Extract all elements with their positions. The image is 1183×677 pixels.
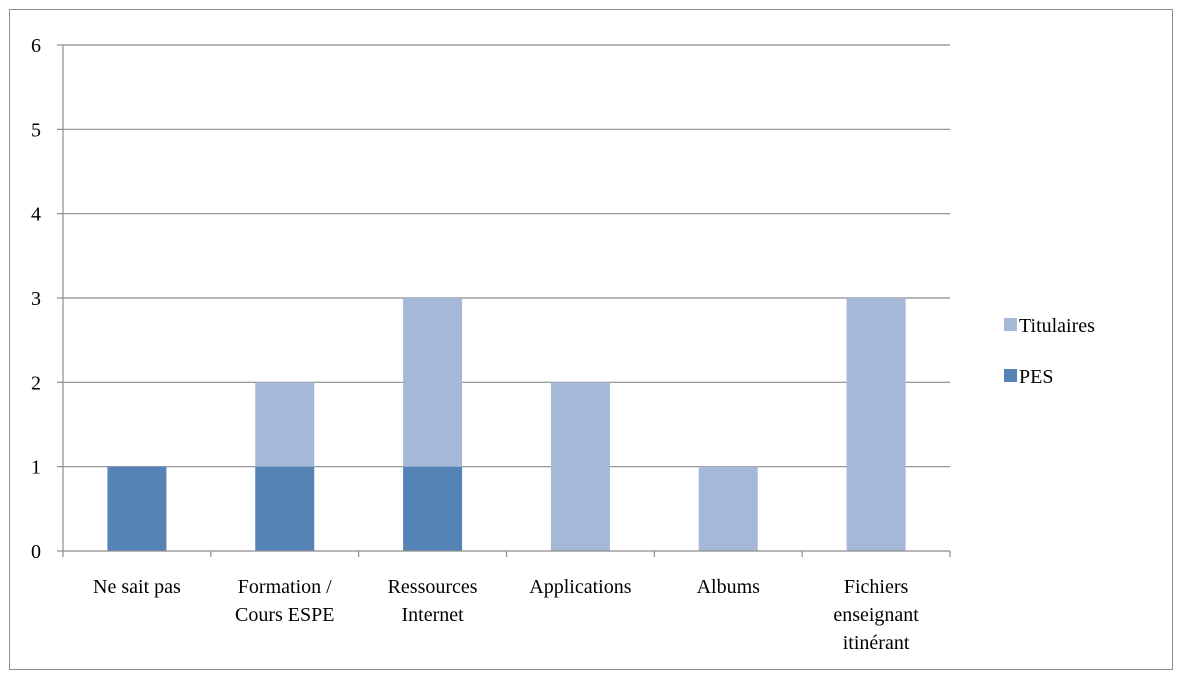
x-tick-label: Albums: [697, 576, 761, 598]
legend-swatch: [1004, 369, 1017, 382]
x-tick-label: Fichiers: [844, 576, 909, 598]
y-tick-label: 4: [31, 204, 41, 226]
x-tick-label: itinérant: [843, 632, 910, 654]
legend-swatch: [1004, 318, 1017, 331]
bar-titulaires-5: [698, 466, 758, 551]
legend-label: PES: [1019, 366, 1053, 388]
legend: Titulaires PES: [1004, 315, 1095, 388]
x-axis-tick-labels: Ne sait pas Formation / Cours ESPE Ressourc…: [93, 576, 919, 654]
x-tick-label: Internet: [401, 604, 464, 626]
x-tick-label: Formation /: [238, 576, 332, 598]
bar-pes-1: [107, 466, 167, 551]
chart-frame: [9, 9, 1173, 670]
bar-titulaires-2: [255, 382, 315, 467]
x-tick-label: Applications: [529, 576, 631, 598]
x-tick-label: Ne sait pas: [93, 576, 181, 598]
y-tick-label: 1: [31, 457, 41, 479]
axes: [57, 44, 951, 557]
y-tick-label: 3: [31, 288, 41, 310]
legend-label: Titulaires: [1019, 315, 1095, 337]
y-axis-tick-labels: 0 1 2 3 4 5 6: [31, 35, 41, 563]
bar-titulaires-4: [550, 382, 610, 551]
x-tick-label: Ressources: [388, 576, 478, 598]
bar-titulaires-6: [846, 298, 906, 551]
gridlines: [63, 44, 950, 468]
y-tick-label: 5: [31, 119, 41, 141]
bar-pes-2: [255, 466, 315, 551]
bar-pes-3: [403, 466, 463, 551]
y-tick-label: 6: [31, 35, 41, 57]
x-tick-label: enseignant: [833, 604, 919, 626]
y-tick-label: 0: [31, 541, 41, 563]
bars: [107, 298, 906, 551]
y-tick-label: 2: [31, 372, 41, 394]
x-tick-label: Cours ESPE: [235, 604, 334, 626]
bar-titulaires-3: [403, 298, 463, 467]
